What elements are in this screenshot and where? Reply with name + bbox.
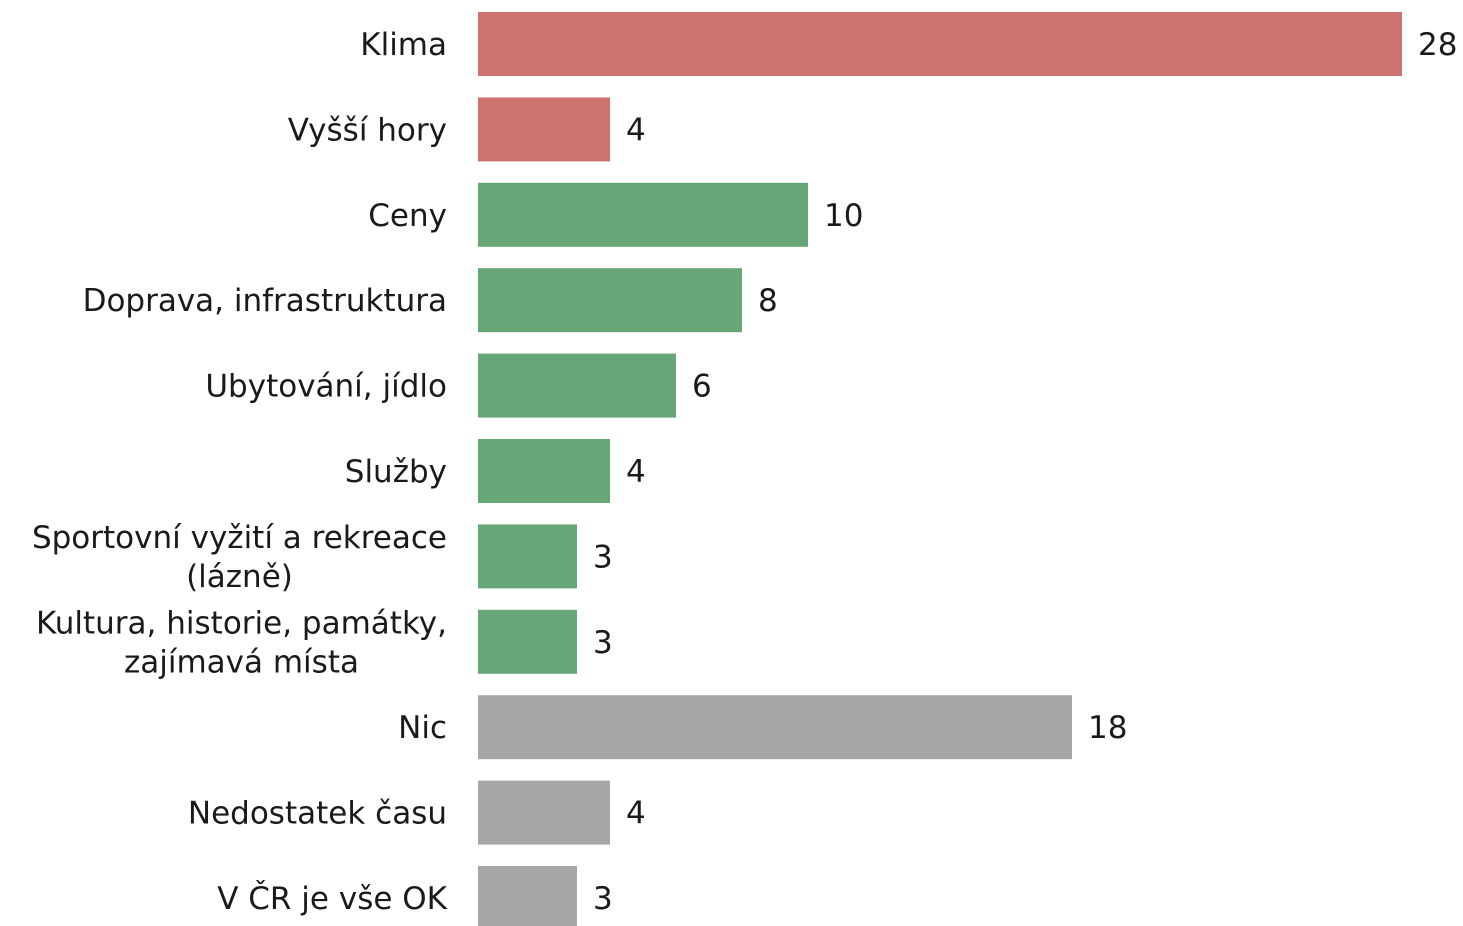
value-label: 28 — [1418, 27, 1457, 63]
value-label: 4 — [626, 796, 646, 832]
category-label: Nedostatek času — [188, 796, 447, 832]
bar — [478, 695, 1072, 760]
value-label: 3 — [593, 881, 613, 917]
value-label: 10 — [824, 198, 863, 234]
category-label: Ubytování, jídlo — [205, 369, 447, 405]
bar — [478, 268, 742, 333]
bar — [478, 97, 610, 162]
category-label: Služby — [345, 454, 447, 490]
value-label: 6 — [692, 369, 712, 405]
bar — [478, 609, 577, 674]
category-label: Kultura, historie, památky, zajímavá míst… — [36, 605, 447, 680]
category-labels-group: Klima Vyšší hory Ceny Doprava, infrastruktu… — [32, 27, 448, 917]
value-labels-group: 28 4 10 8 6 4 3 3 18 4 3 — [593, 27, 1457, 917]
category-label: Doprava, infrastruktura — [83, 283, 447, 319]
category-label: Klima — [360, 27, 447, 63]
bar — [478, 780, 610, 845]
category-label: Nic — [398, 710, 447, 746]
bar — [478, 353, 676, 418]
value-label: 4 — [626, 454, 646, 490]
value-label: 3 — [593, 625, 613, 661]
bar — [478, 182, 808, 247]
value-label: 4 — [626, 112, 646, 148]
value-label: 3 — [593, 539, 613, 575]
bar — [478, 12, 1402, 76]
category-label: Ceny — [368, 198, 447, 234]
bar — [478, 524, 577, 589]
bar — [478, 439, 610, 503]
value-label: 18 — [1088, 710, 1127, 746]
category-label: V ČR je vše OK — [217, 880, 447, 917]
value-label: 8 — [758, 283, 778, 319]
category-label: Vyšší hory — [288, 112, 447, 148]
bars-group — [478, 12, 1402, 926]
category-label: Sportovní vyžití a rekreace (lázně) — [32, 520, 447, 595]
bar — [478, 866, 577, 926]
